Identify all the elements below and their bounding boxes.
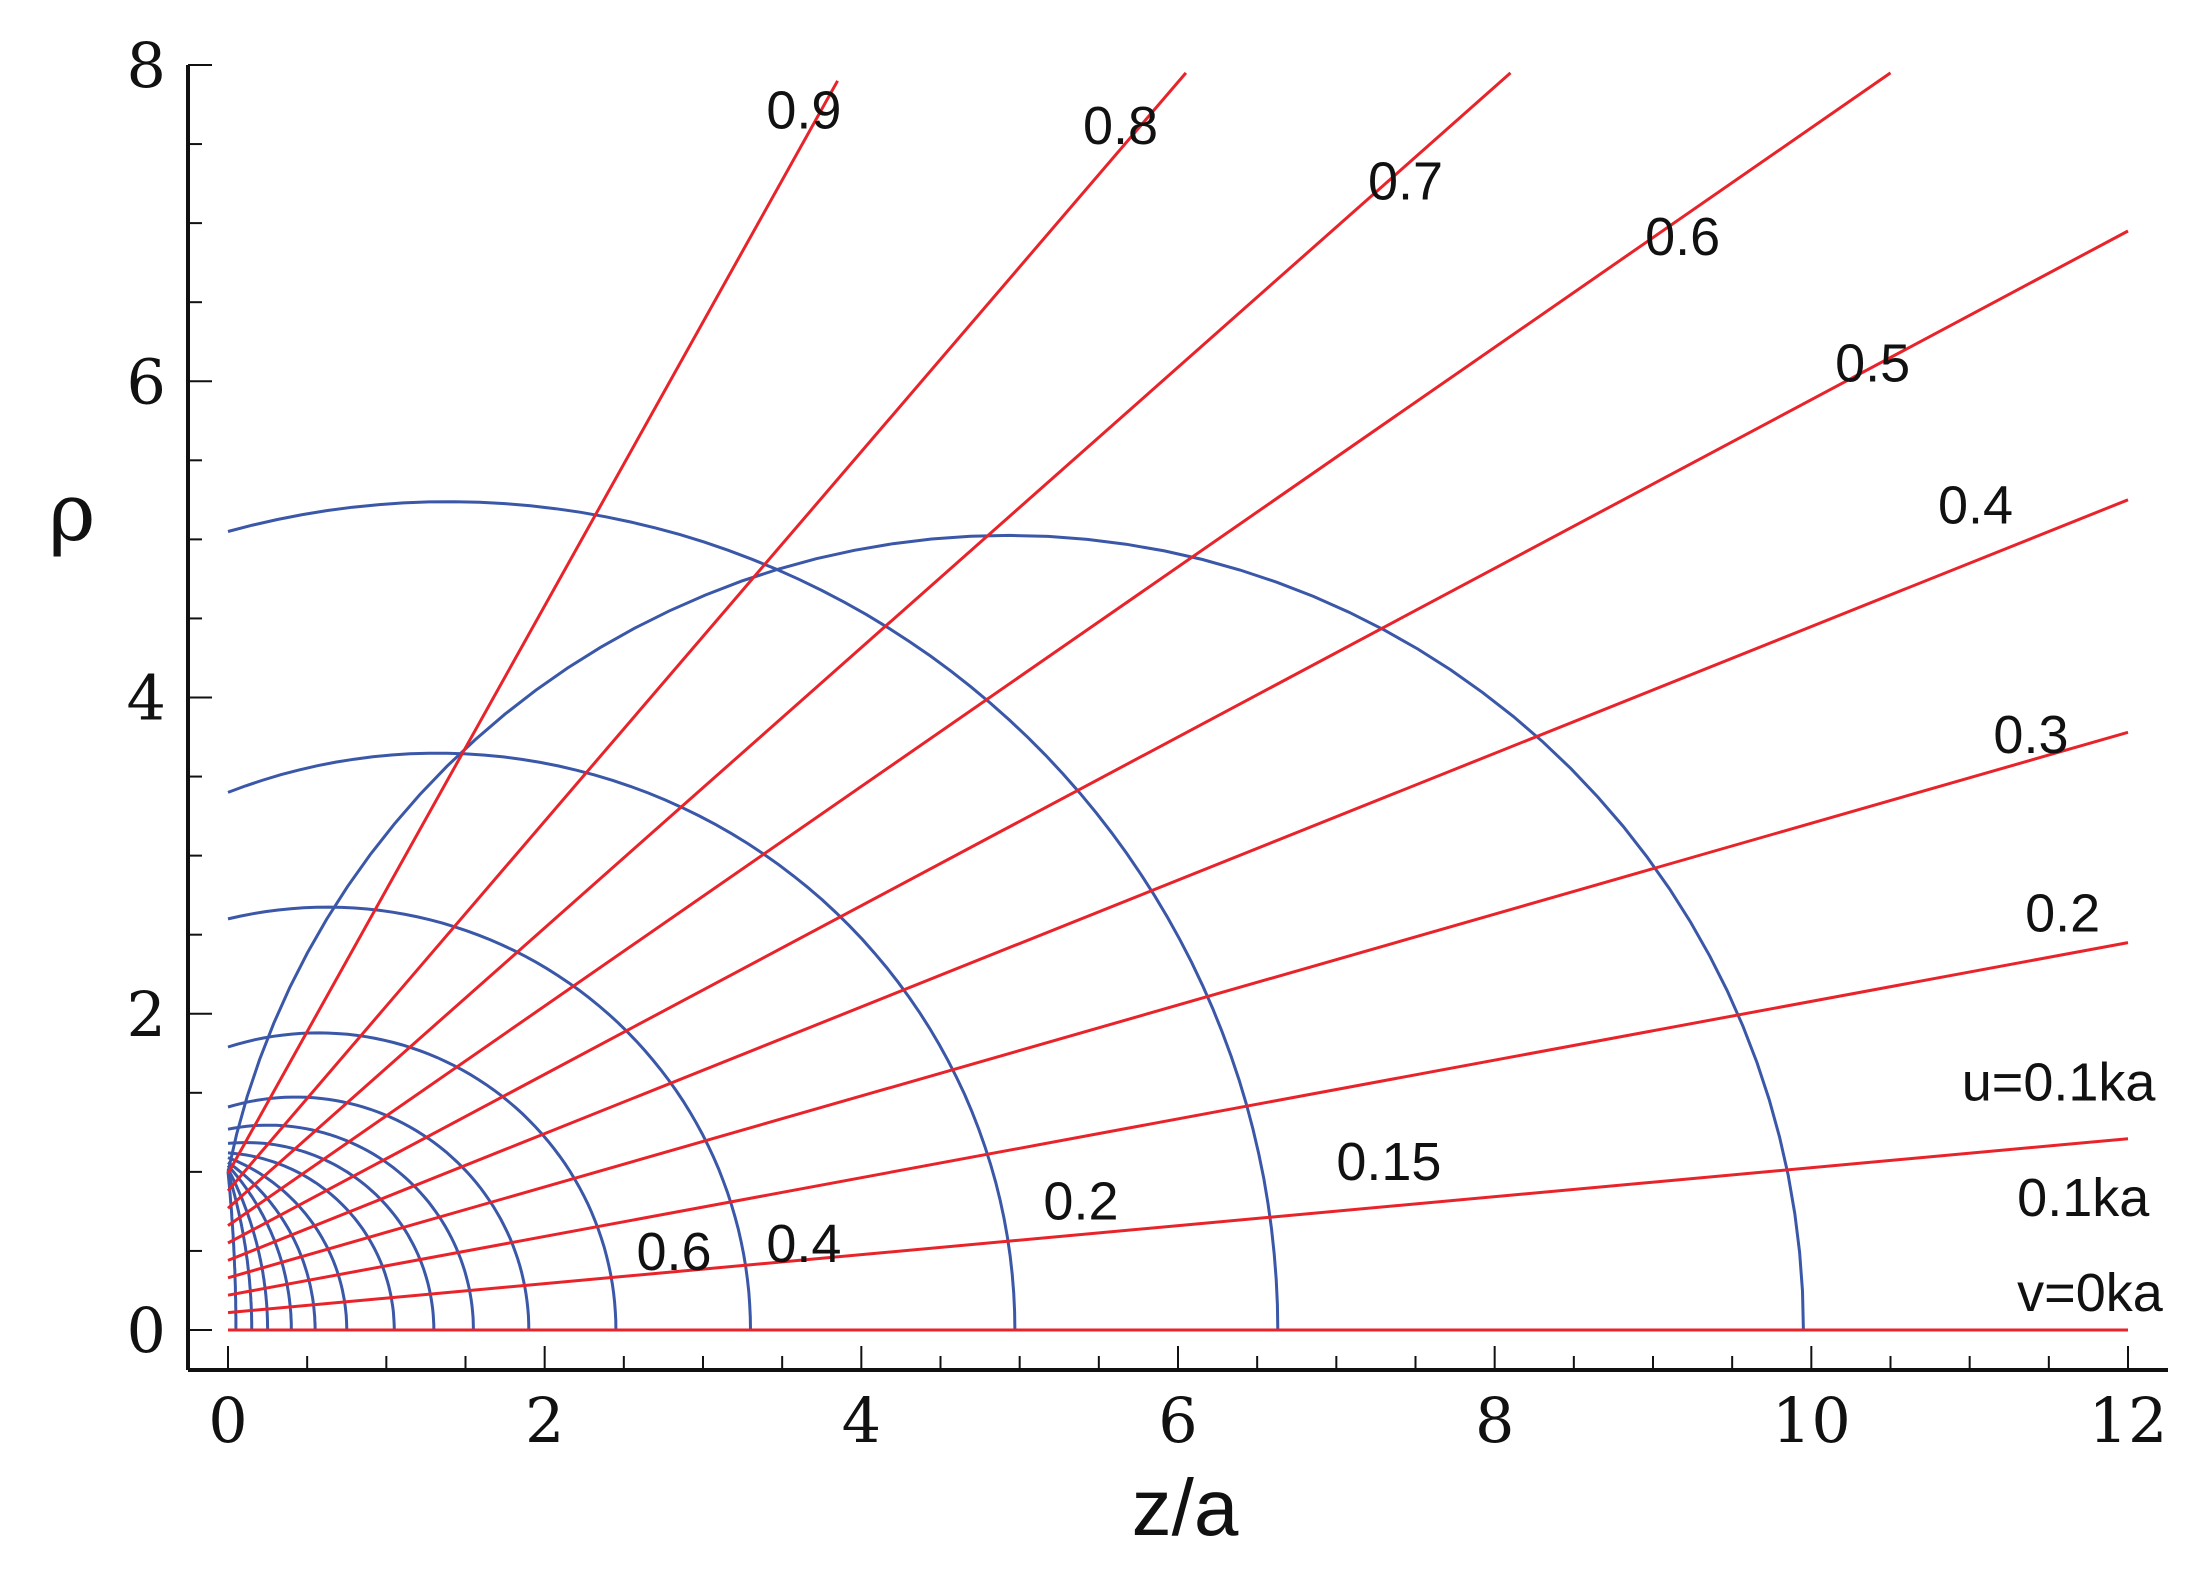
v-arc [227,1031,618,1331]
x-tick-label: 10 [1772,1384,1851,1457]
y-tick-label: 6 [127,345,166,418]
tick-labels: 0 2 4 6 8 10 12 0 2 4 6 8 [127,29,2168,1457]
plot-area [226,71,2129,1332]
u-line [227,229,2129,1245]
u-line [227,71,1892,1227]
u-line [227,71,1512,1210]
u-curve-label: u=0.1ka [1962,1053,2157,1113]
v-curve-label: 0.6 [637,1222,712,1282]
u-line [226,71,1188,1192]
x-tick-label: 2 [525,1384,564,1457]
y-tick-label: 2 [127,978,166,1051]
u-curve-label: 0.4 [1938,476,2013,536]
v-curve-label: 0.15 [1336,1132,1441,1192]
u-curve-label: 0.2 [2025,884,2100,944]
y-tick-label: 8 [127,29,166,102]
v-arc [226,533,1805,1331]
x-tick-label: 6 [1158,1384,1197,1457]
curve-labels: 0.9 0.8 0.7 0.6 0.5 0.4 0.3 0.2 u=0.1ka 0.1ka v=0k… [637,80,2164,1323]
v-curve-label: 0.4 [766,1214,841,1274]
v-arc [227,1123,475,1331]
v-arc [226,1171,254,1331]
u-curve-label: 0.5 [1835,333,1910,393]
v-curve-label: 0.2 [1043,1171,1118,1231]
y-tick-label: 4 [127,662,166,735]
u-line [227,1137,2129,1315]
u-curve-label: v=0ka [2017,1263,2164,1323]
x-tick-label: 0 [208,1384,247,1457]
v-arc [227,1151,396,1331]
x-tick-label: 12 [2089,1384,2168,1457]
u-line [227,941,2129,1297]
y-axis-title: ρ [48,466,95,559]
x-tick-label: 4 [842,1384,881,1457]
v-arc [227,1095,531,1331]
u-curve-label: 0.7 [1368,151,1443,211]
x-axis-title: z/a [1132,1463,1239,1552]
u-curve-label: 0.1ka [2017,1168,2150,1228]
u-curve-label: 0.3 [1993,705,2068,765]
u-line [227,730,2129,1280]
u-line [227,498,2129,1262]
u-curve-label: 0.8 [1083,96,1158,156]
v-arc [227,1141,436,1330]
v-arc [226,1171,238,1330]
u-line [226,80,839,1175]
v-arc [227,500,1280,1331]
u-curve-label: 0.6 [1645,207,1720,267]
x-tick-label: 8 [1475,1384,1514,1457]
u-curve-label: 0.9 [766,80,841,140]
y-tick-label: 0 [127,1294,166,1367]
v-arc [227,905,752,1331]
axes [186,64,2168,1372]
